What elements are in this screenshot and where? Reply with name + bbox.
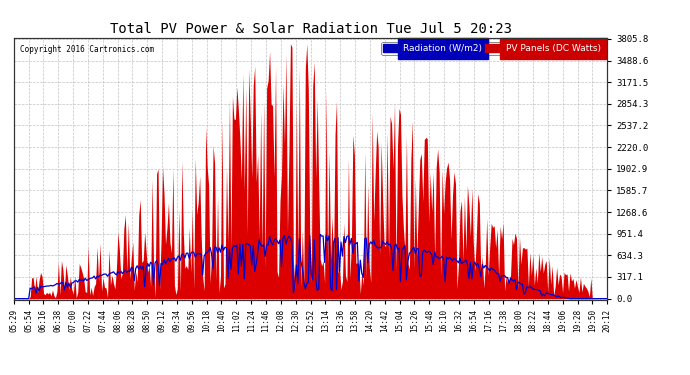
Legend: Radiation (W/m2), PV Panels (DC Watts): Radiation (W/m2), PV Panels (DC Watts) (381, 42, 602, 55)
Text: Copyright 2016 Cartronics.com: Copyright 2016 Cartronics.com (20, 45, 154, 54)
Title: Total PV Power & Solar Radiation Tue Jul 5 20:23: Total PV Power & Solar Radiation Tue Jul… (110, 22, 511, 36)
